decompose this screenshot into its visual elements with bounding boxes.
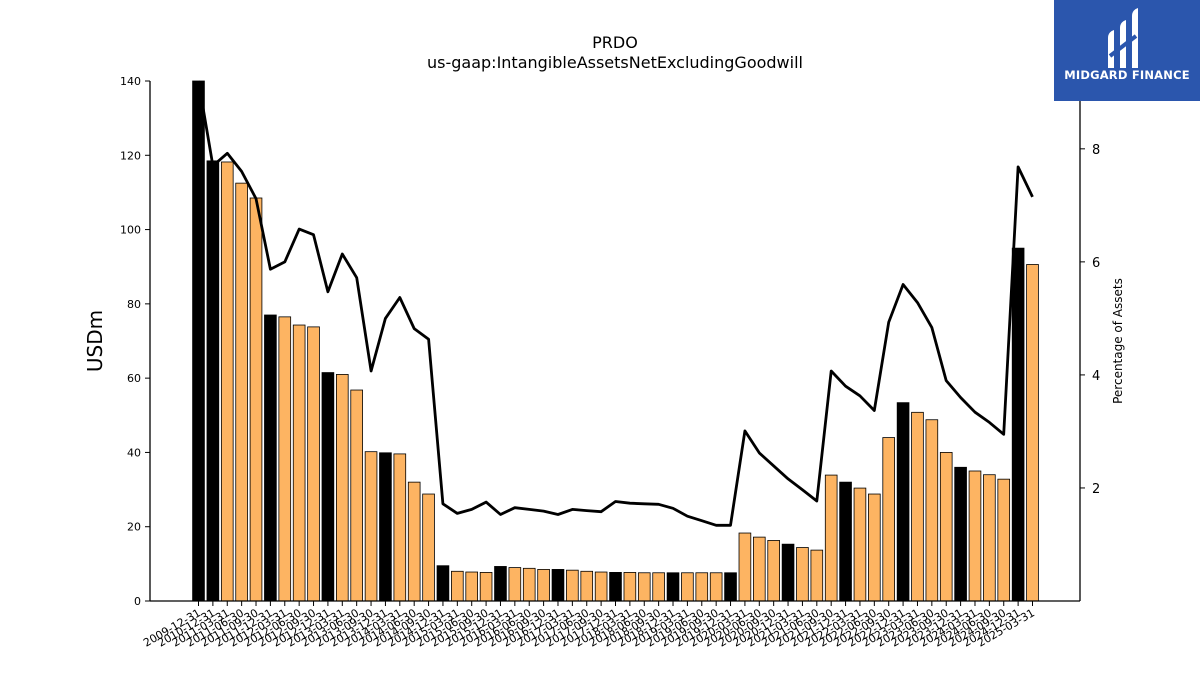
bar (724, 572, 737, 602)
bar (810, 549, 824, 602)
bar (321, 372, 335, 602)
y-tick-label: 140 (120, 75, 141, 88)
bar (1011, 247, 1025, 602)
bar (537, 569, 550, 602)
bar (954, 466, 967, 602)
y-tick-label: 40 (127, 446, 141, 459)
y2-tick-label: 6 (1092, 256, 1100, 271)
bar (983, 474, 996, 602)
bar (681, 572, 694, 602)
y2-tick-label: 2 (1092, 482, 1100, 497)
y-tick-label: 80 (127, 298, 141, 311)
y-tick-label: 0 (134, 595, 141, 608)
y2-tick-label: 4 (1092, 369, 1100, 384)
bar (868, 493, 881, 602)
chart-title: PRDO (592, 33, 638, 52)
bar (292, 324, 306, 602)
bar (781, 543, 795, 602)
series-line (197, 80, 1034, 527)
bar (551, 569, 565, 602)
bar (652, 572, 665, 602)
y-tick-label: 60 (127, 372, 141, 385)
bar (896, 402, 910, 602)
bar (350, 389, 363, 602)
bar (364, 451, 378, 602)
chart-subtitle: us-gaap:IntangibleAssetsNetExcludingGood… (427, 53, 803, 72)
bar (451, 570, 464, 602)
brand-name: MIDGARD FINANCE (1064, 68, 1190, 82)
bar (494, 566, 507, 602)
bar (853, 487, 867, 602)
bar (695, 572, 709, 602)
bar (1026, 264, 1039, 602)
bar (637, 572, 651, 602)
bar (249, 197, 263, 602)
bar (839, 481, 852, 602)
bar (335, 374, 349, 602)
bar (796, 547, 809, 602)
bar (278, 316, 292, 602)
bar (925, 419, 939, 602)
bar (465, 571, 479, 602)
bar (264, 314, 277, 602)
bar (192, 80, 205, 602)
bar (508, 567, 522, 602)
y-tick-label: 20 (127, 521, 141, 534)
bar (609, 572, 622, 602)
bar (939, 452, 953, 602)
bar (307, 326, 320, 602)
bar (709, 572, 723, 602)
bar (738, 532, 752, 602)
bar (206, 160, 220, 602)
bar (407, 481, 421, 602)
line-layer (197, 80, 1034, 527)
bar (968, 470, 982, 602)
bar (824, 474, 838, 602)
bars-layer (192, 80, 1039, 602)
bar (379, 452, 392, 602)
bar (393, 453, 407, 602)
bar (235, 182, 248, 602)
axes-layer: 02040608010012014024682009-12-312010-12-… (120, 75, 1100, 650)
bar (566, 569, 579, 602)
midgard-logo-icon (1108, 8, 1138, 68)
y-axis-label: USDm (83, 310, 107, 372)
brand-logo: MIDGARD FINANCE (1054, 0, 1200, 101)
bar (911, 411, 924, 602)
bar (882, 437, 896, 602)
bar (997, 478, 1011, 602)
bar (752, 536, 766, 602)
bar (479, 572, 493, 602)
bar (436, 565, 450, 602)
y-tick-label: 120 (120, 149, 141, 162)
bar (594, 571, 608, 602)
bar (522, 567, 536, 602)
y-tick-label: 100 (120, 224, 141, 237)
y2-axis-label: Percentage of Assets (1111, 278, 1125, 404)
bar (623, 572, 637, 602)
bar (580, 570, 594, 602)
bar (422, 493, 435, 602)
bar (666, 572, 680, 602)
bar (220, 161, 234, 602)
bar (767, 540, 780, 602)
y2-tick-label: 8 (1092, 143, 1100, 158)
